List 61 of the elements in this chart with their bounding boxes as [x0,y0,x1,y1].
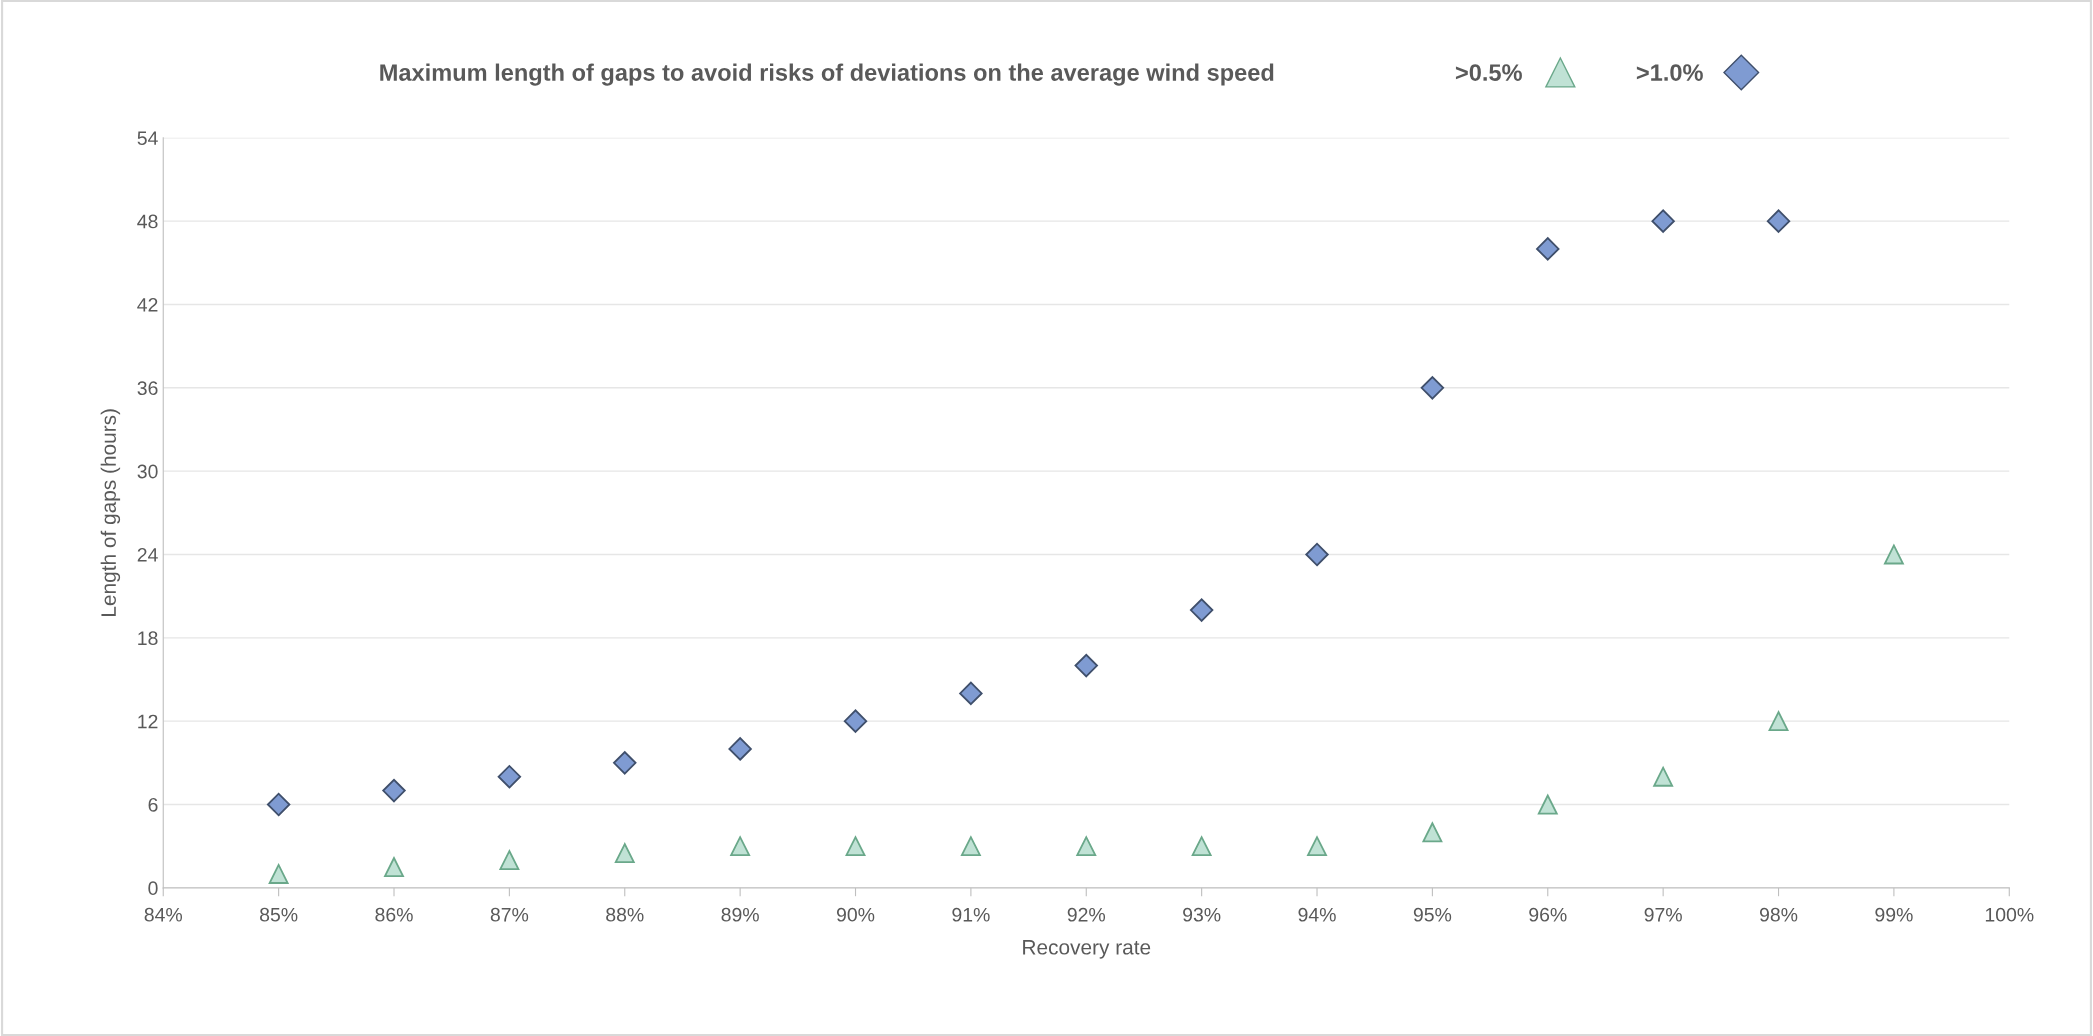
y-tick-label: 6 [148,797,158,812]
point [728,737,752,761]
point [613,751,637,775]
y-axis-title: Length of gaps (hours) [100,409,121,616]
x-tick-label: 87% [490,907,529,922]
y-tick-label: 12 [138,714,158,729]
point [843,709,868,733]
x-tick-label: 95% [1413,907,1452,922]
y-tick-label: 30 [137,464,158,479]
x-tick-label: 94% [1298,907,1336,922]
point [499,850,520,871]
point [1536,237,1560,261]
x-tick-label: 89% [721,907,759,922]
point [1076,836,1097,857]
point [1653,766,1674,787]
x-tick-label: 99% [1875,907,1913,922]
x-tick-label: 97% [1644,907,1682,922]
point [1422,822,1443,843]
y-tick-label: 36 [137,381,158,396]
x-tick-label: 91% [952,907,990,922]
y-tick-label: 18 [138,631,158,646]
point [384,857,404,877]
point [1307,836,1327,857]
point [268,864,289,884]
x-tick-label: 100% [1985,907,2034,922]
point [1420,376,1445,400]
point [497,765,522,789]
y-tick-label: 48 [137,214,158,229]
y-tick-label: 24 [137,547,158,562]
point [959,681,983,706]
point [1305,542,1329,567]
point [845,836,866,857]
point [382,778,406,803]
point [730,836,751,857]
y-tick-label: 0 [148,881,158,896]
y-tick-label: 54 [137,131,158,146]
legend-label: >0.5% [1455,64,1522,81]
point [1883,544,1904,565]
x-tick-label: 88% [606,907,644,922]
x-tick-label: 84% [144,907,183,922]
point [614,843,635,864]
point [266,792,291,817]
chart-title: Maximum length of gaps to avoid risks of deviations on the average wind speed [380,63,1274,86]
point [1189,598,1214,622]
point [1191,836,1212,857]
point [960,836,981,857]
x-tick-label: 90% [836,907,875,922]
point [1651,209,1675,233]
point [1766,209,1791,233]
point [1768,711,1789,732]
x-tick-label: 93% [1183,907,1221,922]
x-tick-label: 96% [1529,907,1567,922]
x-tick-label: 98% [1759,907,1798,922]
point [1074,653,1098,678]
legend-label: >1.0% [1636,64,1703,81]
x-tick-label: 85% [260,907,298,922]
x-tick-label: 86% [375,907,413,922]
x-tick-label: 92% [1067,907,1106,922]
x-axis-title: Recovery rate [1023,940,1151,959]
y-tick-label: 42 [137,297,158,312]
point [1537,794,1558,815]
